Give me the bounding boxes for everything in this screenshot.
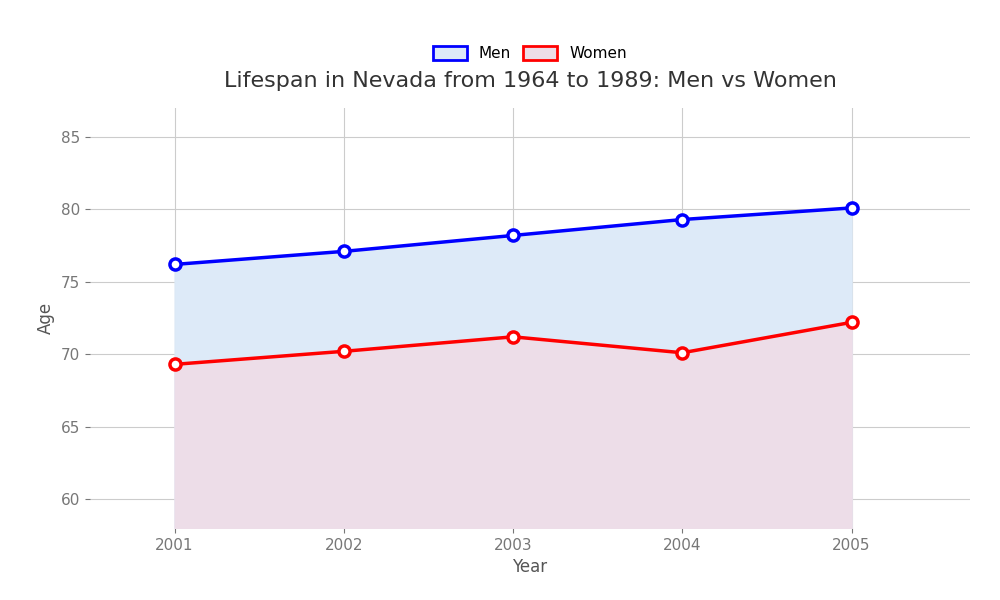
Title: Lifespan in Nevada from 1964 to 1989: Men vs Women: Lifespan in Nevada from 1964 to 1989: Me… (224, 71, 836, 91)
Y-axis label: Age: Age (37, 302, 55, 334)
X-axis label: Year: Year (512, 558, 548, 576)
Legend: Men, Women: Men, Women (427, 40, 633, 67)
